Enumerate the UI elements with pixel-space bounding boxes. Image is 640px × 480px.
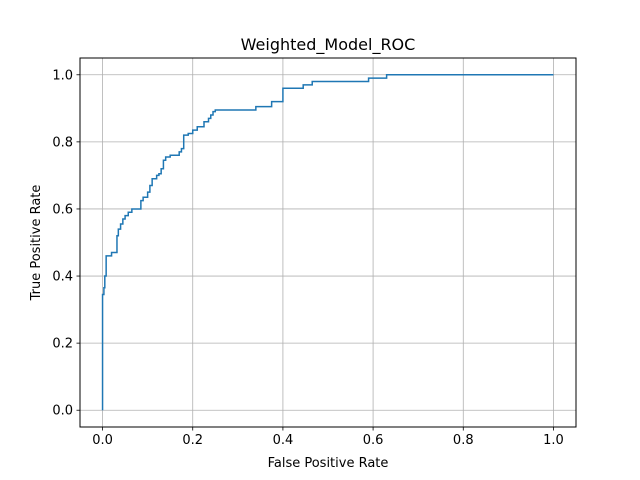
x-tick-label: 0.4 <box>273 433 294 448</box>
y-tick-label: 0.2 <box>52 337 73 352</box>
x-tick-label: 0.6 <box>363 433 384 448</box>
y-axis-label: True Positive Rate <box>29 185 44 302</box>
y-tick-label: 1.0 <box>52 68 73 83</box>
y-axis-ticks: 0.0 0.2 0.4 0.6 0.8 1.0 <box>52 68 80 419</box>
x-axis-label: False Positive Rate <box>268 456 389 471</box>
x-tick-label: 1.0 <box>543 433 564 448</box>
x-axis-ticks: 0.0 0.2 0.4 0.6 0.8 1.0 <box>92 427 564 448</box>
x-tick-label: 0.8 <box>453 433 474 448</box>
chart-title: Weighted_Model_ROC <box>241 35 416 55</box>
series-group <box>101 74 554 411</box>
roc-curve-line <box>101 74 554 411</box>
y-tick-label: 0.8 <box>52 135 73 150</box>
y-tick-label: 0.0 <box>52 404 73 419</box>
y-tick-label: 0.6 <box>52 202 73 217</box>
x-tick-label: 0.2 <box>182 433 203 448</box>
plot-frame <box>79 57 577 428</box>
x-tick-label: 0.0 <box>92 433 113 448</box>
y-tick-label: 0.4 <box>52 270 73 285</box>
grid <box>80 58 576 427</box>
